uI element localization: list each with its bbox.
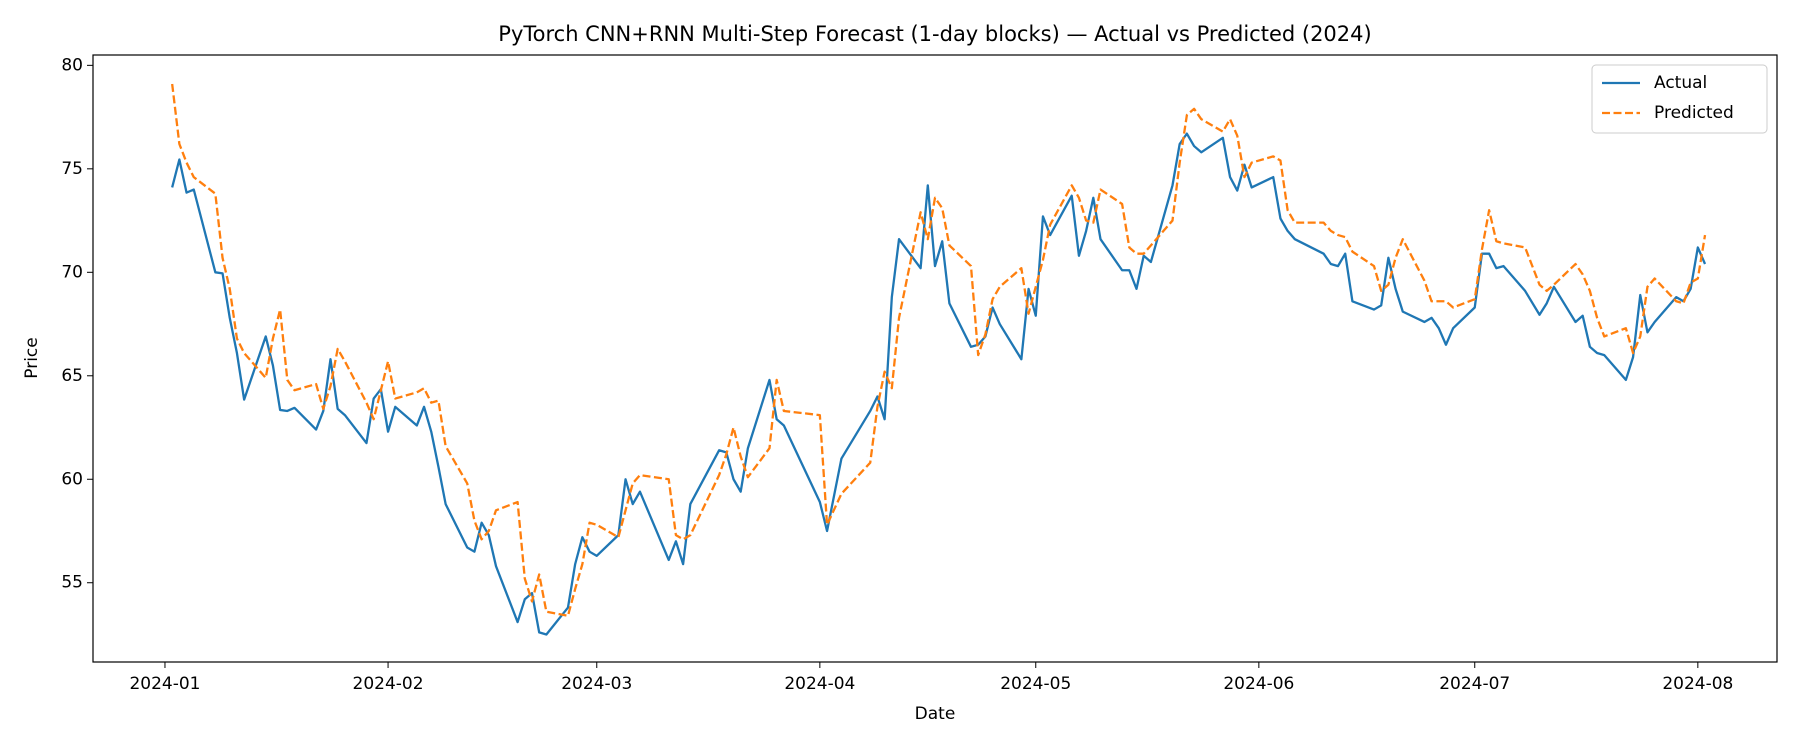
y-tick-label: 75 bbox=[61, 159, 83, 179]
y-tick-label: 60 bbox=[61, 469, 83, 489]
x-tick-label: 2024-03 bbox=[561, 674, 632, 694]
plot-frame bbox=[92, 54, 1778, 663]
x-tick-label: 2024-04 bbox=[784, 674, 855, 694]
series-line bbox=[171, 132, 1707, 636]
series-line bbox=[171, 83, 1707, 617]
chart-title: PyTorch CNN+RNN Multi-Step Forecast (1-d… bbox=[498, 22, 1371, 46]
legend-label: Predicted bbox=[1654, 103, 1734, 123]
x-axis-label: Date bbox=[915, 704, 956, 724]
y-tick-label: 55 bbox=[61, 573, 83, 593]
x-tick-label: 2024-06 bbox=[1223, 674, 1294, 694]
y-tick-label: 70 bbox=[61, 262, 83, 282]
x-tick-label: 2024-05 bbox=[1000, 674, 1071, 694]
x-tick-label: 2024-08 bbox=[1662, 674, 1733, 694]
x-tick-label: 2024-01 bbox=[129, 674, 200, 694]
y-tick-label: 80 bbox=[61, 55, 83, 75]
legend-label: Actual bbox=[1654, 73, 1707, 93]
x-tick-label: 2024-02 bbox=[353, 674, 424, 694]
legend: Actual Predicted bbox=[1591, 64, 1768, 134]
x-tick-label: 2024-07 bbox=[1439, 674, 1510, 694]
y-axis-label: Price bbox=[22, 337, 42, 378]
y-tick-label: 65 bbox=[61, 366, 83, 386]
